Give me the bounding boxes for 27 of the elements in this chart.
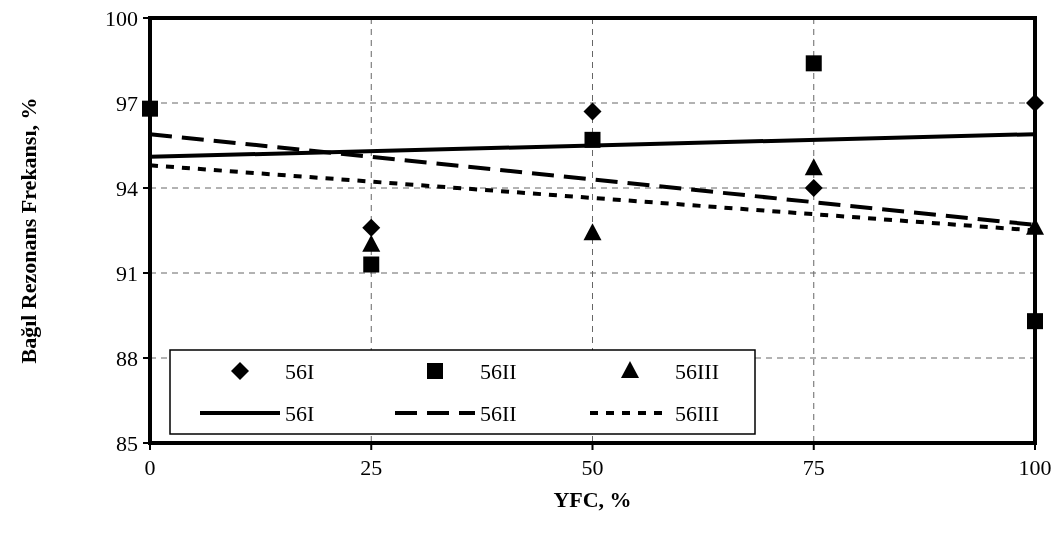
point (804, 158, 823, 176)
y-tick-label: 97 (116, 91, 138, 116)
y-tick-label: 100 (105, 6, 138, 31)
point (362, 218, 381, 237)
point (805, 55, 822, 72)
legend-label: 56I (285, 401, 315, 426)
point (804, 179, 823, 197)
point (583, 102, 602, 121)
y-tick-label: 85 (116, 431, 138, 456)
point (583, 223, 602, 241)
x-tick-label: 50 (581, 455, 604, 480)
x-tick-label: 25 (360, 455, 383, 480)
point (362, 234, 381, 252)
x-tick-label: 100 (1018, 455, 1052, 480)
point (363, 256, 380, 273)
legend-label: 56II (480, 401, 517, 426)
legend-label: 56III (675, 401, 719, 426)
legend-label: 56II (480, 359, 517, 384)
y-axis-title: Bağıl Rezonans Frekansı, % (16, 97, 41, 364)
x-tick-label: 75 (802, 455, 825, 480)
y-tick-label: 88 (116, 346, 138, 371)
x-tick-label: 0 (144, 455, 156, 480)
x-axis-title: YFC, % (553, 487, 632, 512)
legend-label: 56I (285, 359, 315, 384)
y-tick-label: 94 (116, 176, 138, 201)
y-tick-label: 91 (116, 261, 138, 286)
legend-label: 56III (675, 359, 719, 384)
